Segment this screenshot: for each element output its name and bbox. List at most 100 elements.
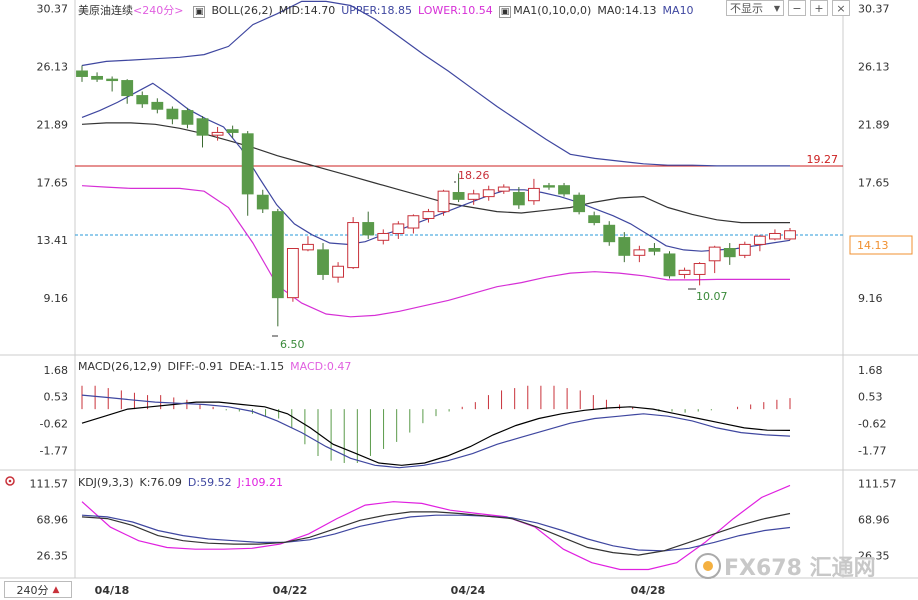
candle-body — [588, 215, 601, 224]
candle-body — [633, 249, 646, 256]
plus-box-icon: + — [814, 1, 824, 15]
boll-lower-line — [81, 185, 790, 318]
price-tick-left-3: 17.65 — [37, 176, 69, 189]
zoom-out-button[interactable]: − — [788, 0, 806, 16]
macd-diff: DIFF:-0.91 — [167, 360, 224, 373]
candle-body — [769, 232, 781, 240]
boll-mid-line — [81, 122, 790, 224]
price-tick-left-1: 26.13 — [37, 60, 69, 73]
price-tick-right-2: 21.89 — [858, 118, 890, 131]
candle-body — [332, 265, 345, 278]
boll-upper: UPPER:18.85 — [341, 4, 412, 17]
macd-dea-line — [81, 394, 791, 469]
price-tick-right-0: 30.37 — [858, 3, 890, 16]
ma-line — [81, 82, 791, 252]
candle-body — [362, 222, 375, 236]
candle-body — [497, 186, 510, 192]
boll-upper-line — [81, 0, 790, 167]
kdj-tick-left-0: 111.57 — [30, 477, 69, 490]
candle-body — [437, 190, 450, 213]
kdj-k: K:76.09 — [139, 476, 182, 489]
candle-body — [693, 263, 706, 275]
macd-tick-right-1: 0.53 — [858, 391, 883, 404]
price-tick-right-3: 17.65 — [858, 176, 890, 189]
level-line-label: 19.27 — [807, 153, 839, 166]
period-button[interactable]: 240分 ▲ — [4, 581, 72, 598]
kdj-j: J:109.21 — [237, 476, 284, 489]
macd-dea: DEA:-1.15 — [229, 360, 285, 373]
macd-dif-line — [81, 401, 791, 466]
candle-body — [76, 70, 88, 77]
candle-body — [543, 185, 555, 188]
candle-body — [302, 243, 314, 251]
macd-tick-right-0: 1.68 — [858, 364, 883, 377]
ma0-value: MA0:14.13 — [597, 4, 657, 17]
candle-body — [648, 248, 661, 252]
price-axis-left: 30.37 30.37 26.13 26.13 21.89 21.89 17.65 17.65… — [37, 3, 890, 306]
watermark-logo: FX678 汇通网 — [695, 553, 876, 581]
date-tick-1: 04/22 — [273, 584, 308, 597]
price-tick-left-0: 30.37 — [37, 3, 69, 16]
recent-low-annotation: 10.07 — [696, 290, 728, 303]
macd-lines — [81, 394, 791, 469]
minus-box-icon: − — [792, 1, 802, 15]
watermark-text: FX678 汇通网 — [724, 556, 876, 581]
candle-body — [166, 108, 179, 120]
candle-body — [422, 211, 435, 219]
candle-body — [753, 235, 766, 245]
indicator-icon: ▣ — [192, 6, 206, 18]
caret-up-icon: ▲ — [52, 584, 60, 595]
date-axis: 04/18 04/22 04/24 04/28 — [95, 584, 666, 597]
candle-body — [784, 230, 796, 240]
price-tick-left-2: 21.89 — [37, 118, 69, 131]
candle-body — [467, 193, 480, 200]
candle-body — [151, 101, 164, 110]
kdj-d: D:59.52 — [187, 476, 232, 489]
candle-body — [106, 78, 119, 82]
period-label: <240分> — [133, 4, 184, 17]
kdj-tick-right-2: 26.35 — [858, 550, 890, 563]
candle-body — [196, 118, 209, 136]
price-tick-left-4: 13.41 — [37, 234, 69, 247]
ma-icon: ▣ — [498, 6, 512, 18]
close-icon: × — [836, 1, 846, 15]
candle-body — [286, 248, 299, 299]
candle-body — [708, 246, 721, 262]
display-select[interactable]: 不显示 ▼ — [726, 0, 784, 16]
instrument-name: 美原油连续 — [78, 4, 133, 17]
candle-body — [121, 80, 134, 97]
zoom-in-button[interactable]: + — [810, 0, 828, 16]
price-tick-right-1: 26.13 — [858, 60, 890, 73]
macd-tick-left-3: -1.77 — [40, 445, 68, 458]
candle-body — [271, 211, 284, 299]
macd-tick-right-2: -0.62 — [858, 418, 886, 431]
candle-body — [482, 189, 495, 198]
candle-body — [573, 194, 586, 213]
boll-label: BOLL(26,2) — [211, 4, 273, 17]
candle-body — [226, 129, 239, 133]
candle-body — [512, 192, 525, 206]
candle-body — [241, 133, 254, 195]
chevron-down-icon: ▼ — [773, 3, 780, 13]
macd-tick-left-1: 0.53 — [44, 391, 69, 404]
candle-body — [678, 269, 691, 275]
current-price-tag — [849, 235, 913, 255]
close-button[interactable]: × — [832, 0, 850, 16]
macd-histogram — [81, 385, 791, 463]
candle-body — [527, 187, 540, 202]
high-annotation: 18.26 — [458, 169, 490, 182]
kdj-tick-left-2: 26.35 — [37, 550, 69, 563]
date-tick-2: 04/24 — [451, 584, 486, 597]
candle-body — [392, 223, 405, 234]
candle-body — [723, 248, 736, 258]
low-annotation: 6.50 — [280, 338, 305, 351]
kdj-d-line — [81, 514, 791, 552]
candle-body — [558, 185, 570, 195]
kdj-j-line — [81, 484, 791, 571]
ma10-label: MA10 — [662, 4, 694, 17]
candle-body — [181, 110, 194, 125]
current-price-label: 14.13 — [857, 239, 889, 252]
settings-gear-icon[interactable] — [5, 476, 15, 486]
candle-body — [347, 222, 360, 269]
